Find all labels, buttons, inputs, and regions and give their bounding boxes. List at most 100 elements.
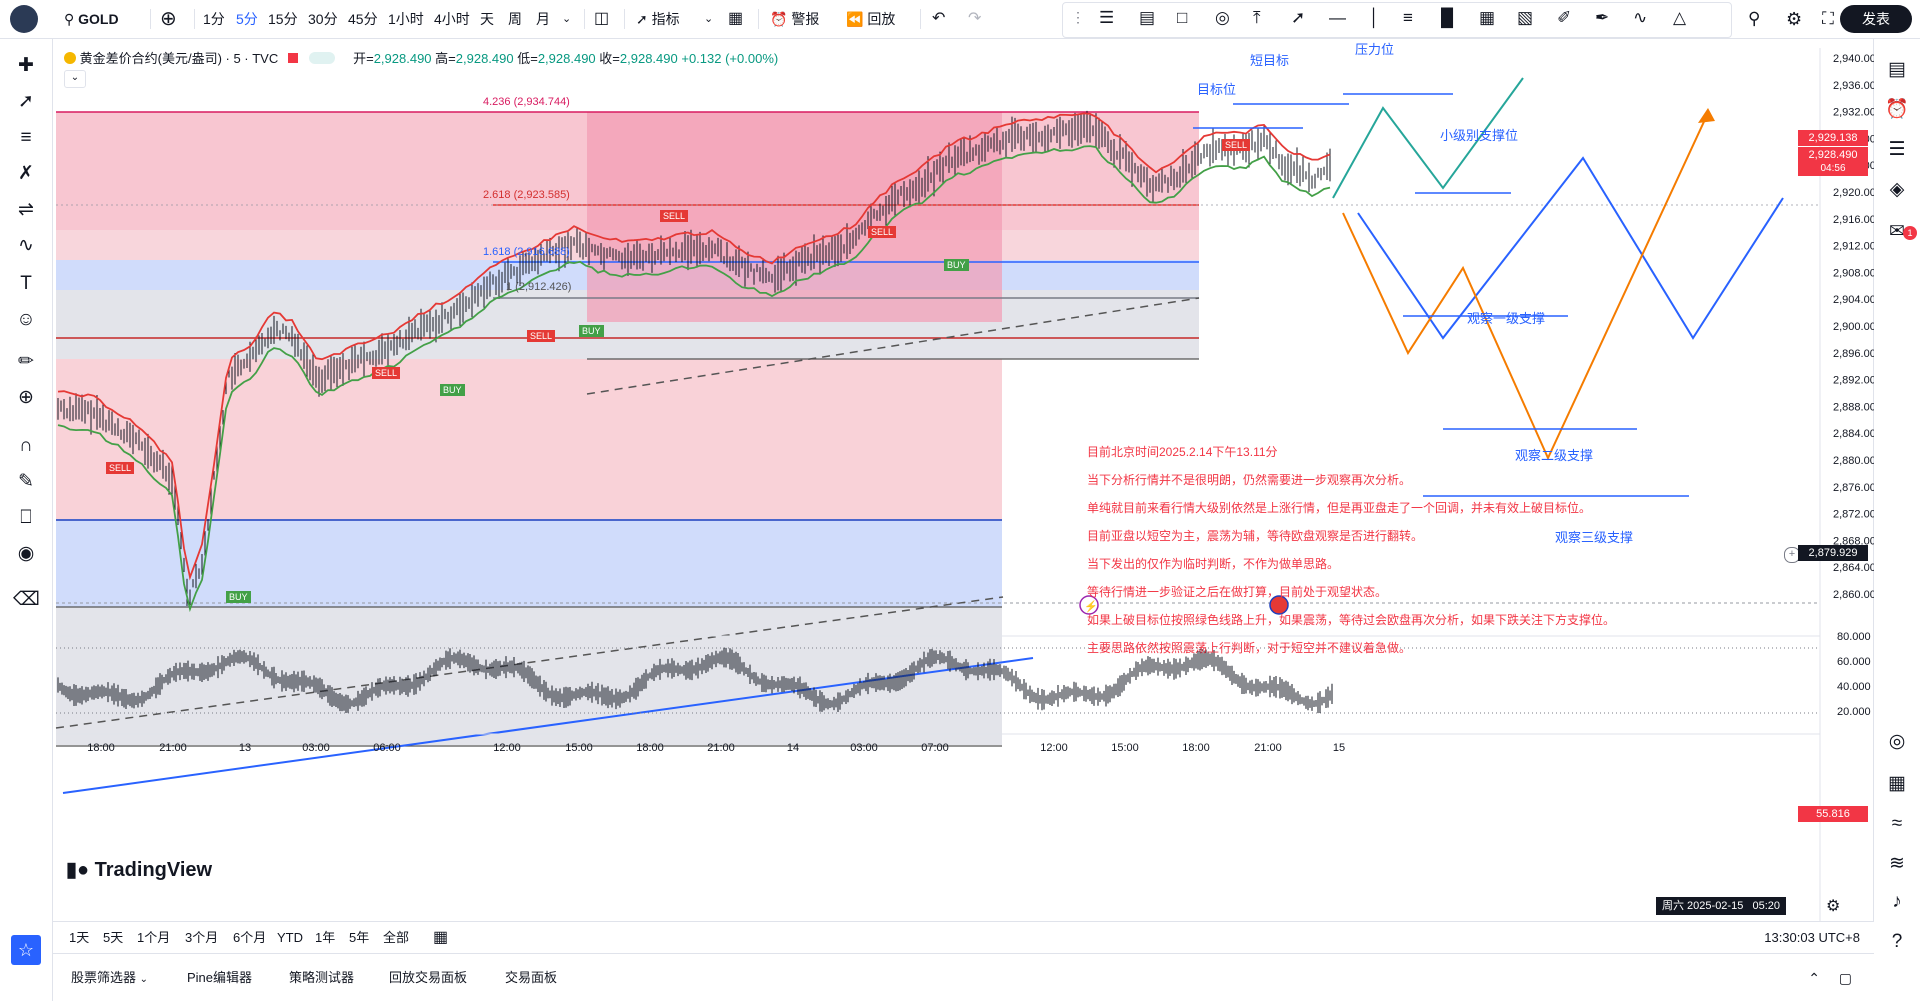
interval-5m[interactable]: 5分 <box>236 11 258 27</box>
us-flag-event-icon[interactable] <box>1269 595 1289 615</box>
alerts-clock-icon[interactable]: ⏰ <box>1885 99 1909 120</box>
chevron-down-icon[interactable]: ⌄ <box>562 13 572 25</box>
help-icon[interactable]: ? <box>1891 931 1903 952</box>
pitchfork-icon[interactable]: ☰ <box>1099 8 1115 27</box>
user-avatar[interactable] <box>10 5 38 33</box>
tab-trading-panel[interactable]: 交易面板 <box>505 970 558 985</box>
candles-icon[interactable]: ◫ <box>594 10 610 27</box>
short-position-icon[interactable]: ▧ <box>1517 8 1534 27</box>
layers-icon[interactable]: ◈ <box>1889 179 1905 200</box>
gann-icon[interactable]: ⤒ <box>1253 8 1261 27</box>
parallel-channel-icon[interactable]: ▤ <box>1139 8 1156 27</box>
buy-signal: BUY <box>579 325 604 337</box>
tab-replay-trading[interactable]: 回放交易面板 <box>389 970 468 985</box>
pine-icon[interactable]: ≈ <box>1891 813 1903 834</box>
zoom-search-icon[interactable]: ⚲ <box>1748 9 1761 28</box>
path-icon[interactable]: ∿ <box>18 235 34 256</box>
spiral-icon[interactable]: ◎ <box>1215 8 1230 27</box>
path-icon[interactable]: ∿ <box>1633 8 1648 27</box>
emoji-icon[interactable]: ☺ <box>16 309 36 330</box>
ruler-icon[interactable]: ✏ <box>18 351 34 372</box>
range-5d[interactable]: 5天 <box>103 930 124 945</box>
interval-45m[interactable]: 45分 <box>348 11 378 27</box>
signal-icon[interactable]: ≋ <box>1889 853 1905 874</box>
range-all[interactable]: 全部 <box>383 930 410 945</box>
horizontal-lines-icon[interactable]: ≡ <box>20 127 32 148</box>
range-ytd[interactable]: YTD <box>277 930 303 945</box>
pattern-icon[interactable]: ✗ <box>18 163 34 184</box>
chevron-down-icon[interactable]: ⌄ <box>704 13 714 25</box>
crosshair-icon[interactable]: ✚ <box>18 55 34 76</box>
interval-30m[interactable]: 30分 <box>308 11 338 27</box>
settings-gear-icon[interactable]: ⚙ <box>1786 9 1803 29</box>
object-tree-icon[interactable]: ☰ <box>1888 139 1906 160</box>
chat-icon[interactable]: ✉ <box>1889 221 1905 242</box>
lightning-event-icon[interactable] <box>1079 595 1099 615</box>
interval-1h[interactable]: 1小时 <box>388 11 424 27</box>
range-6m[interactable]: 6个月 <box>233 930 267 945</box>
rectangle-icon[interactable]: □ <box>1177 8 1188 27</box>
tab-pine-editor[interactable]: Pine编辑器 <box>187 970 253 985</box>
lock-icon[interactable]: ⎕ <box>20 507 32 528</box>
trash-icon[interactable]: ⌫ <box>13 589 40 610</box>
tab-strategy-tester[interactable]: 策略测试器 <box>289 970 355 985</box>
magnet-icon[interactable]: ∩ <box>19 435 33 456</box>
time-axis[interactable]: 18:00 21:00 13 03:00 06:00 12:00 15:00 18:00 21:… <box>87 742 1345 754</box>
time-tick-label: 18:00 <box>1182 742 1210 754</box>
interval-week[interactable]: 周 <box>508 11 522 27</box>
calendar-range-icon[interactable]: ▦ <box>433 929 449 946</box>
price-chart[interactable]: 2,940.0002,936.0002,932.0002,928.0002,92… <box>53 39 1874 939</box>
alerts-button[interactable]: ⏰ 警报 <box>770 11 820 27</box>
triangle-icon[interactable]: △ <box>1673 8 1687 27</box>
lock-drawing-icon[interactable]: ✎ <box>18 471 34 492</box>
fib-icon[interactable]: ≡ <box>1403 8 1413 27</box>
replay-button[interactable]: ⏪ 回放 <box>846 11 896 27</box>
bottom-panel-tabs: 股票筛选器 ⌄ Pine编辑器 策略测试器 回放交易面板 交易面板 ⌃ ▢ <box>53 953 1874 1002</box>
horizontal-ray-icon[interactable]: — <box>1329 8 1346 27</box>
undo-icon[interactable]: ↶ <box>932 10 946 27</box>
range-5y[interactable]: 5年 <box>349 930 370 945</box>
zoom-in-icon[interactable]: ⊕ <box>18 387 34 408</box>
pen-icon[interactable]: ✒ <box>1595 8 1610 27</box>
brush-icon[interactable]: ✐ <box>1557 8 1572 27</box>
symbol-search[interactable]: ⚲ GOLD <box>64 11 119 27</box>
eye-icon[interactable]: ◉ <box>17 543 35 564</box>
interval-15m[interactable]: 15分 <box>268 11 298 27</box>
range-3m[interactable]: 3个月 <box>185 930 219 945</box>
interval-4h[interactable]: 4小时 <box>434 11 470 27</box>
publish-button[interactable]: 发表 <box>1840 5 1912 33</box>
fib-label-1: 1 (2,912.426) <box>506 281 572 293</box>
watchlist-icon[interactable]: ▤ <box>1888 59 1906 80</box>
clock-display[interactable]: 13:30:03 UTC+8 <box>1764 930 1860 945</box>
interval-day[interactable]: 天 <box>480 11 494 27</box>
bell-icon[interactable]: ♪ <box>1892 891 1902 912</box>
prediction-icon[interactable]: ⇌ <box>18 199 34 220</box>
axis-settings-gear-icon[interactable]: ⚙ <box>1826 898 1841 915</box>
vertical-line-icon[interactable]: │ <box>1369 8 1380 27</box>
tab-screener[interactable]: 股票筛选器 ⌄ <box>71 970 149 985</box>
symbol-title[interactable]: 黄金差价合约(美元/盎司) · 5 · TVC <box>79 51 279 66</box>
long-position-icon[interactable]: ▦ <box>1479 8 1496 27</box>
interval-1m[interactable]: 1分 <box>203 11 225 27</box>
fullscreen-icon[interactable]: ⛶ <box>1822 9 1834 28</box>
bars-pattern-icon[interactable]: █ <box>1441 8 1454 27</box>
range-1d[interactable]: 1天 <box>69 930 90 945</box>
analysis-note: 如果上破目标位按照绿色线路上升，如果震荡，等待过会欧盘再次分析，如果下跌关注下方… <box>1087 613 1616 627</box>
range-1y[interactable]: 1年 <box>315 930 336 945</box>
trendline-icon[interactable]: ➚ <box>1291 8 1306 27</box>
calendar-icon[interactable]: ▦ <box>1888 773 1906 794</box>
range-1m[interactable]: 1个月 <box>137 930 171 945</box>
favorites-star-icon[interactable]: ☆ <box>11 935 41 965</box>
chevron-up-icon[interactable]: ⌃ <box>1808 970 1820 986</box>
layouts-icon[interactable]: ▦ <box>728 10 744 27</box>
indicators-button[interactable]: ➚ 指标 <box>636 11 680 27</box>
target-icon[interactable]: ◎ <box>1888 731 1906 752</box>
redo-icon[interactable]: ↷ <box>968 10 982 27</box>
add-symbol-button[interactable]: ⊕ <box>160 8 177 30</box>
legend-collapse-button[interactable]: ⌄ <box>64 70 86 88</box>
trendline-icon[interactable]: ➚ <box>18 91 34 112</box>
grip-icon[interactable]: ⋮ <box>1071 9 1085 25</box>
interval-month[interactable]: 月 <box>536 11 550 27</box>
text-icon[interactable]: T <box>20 273 32 294</box>
maximize-icon[interactable]: ▢ <box>1838 970 1852 986</box>
